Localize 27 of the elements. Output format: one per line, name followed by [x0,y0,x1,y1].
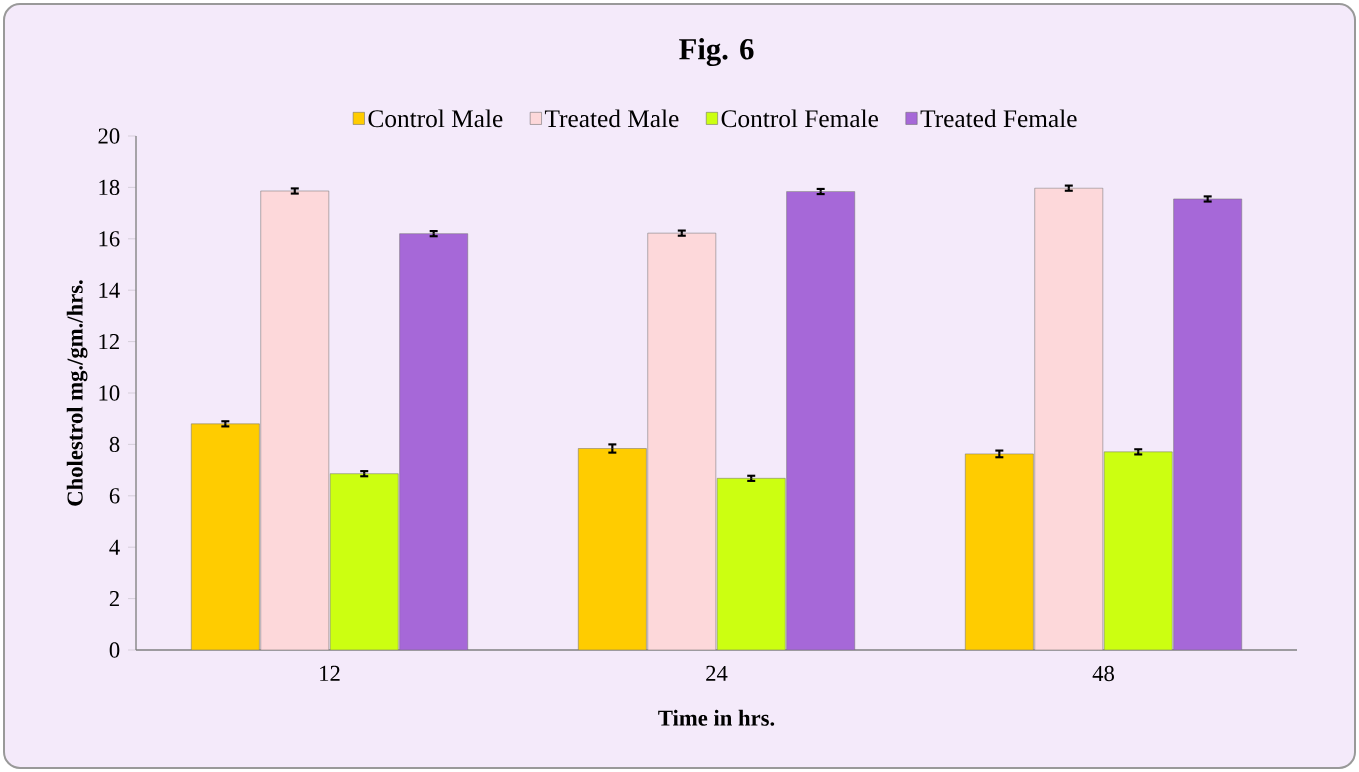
legend-label: Treated Male [544,109,679,128]
bar [1103,451,1173,650]
y-axis-title: Cholestrol mg./gm./hrs. [66,280,88,506]
x-tick-label: 12 [320,665,340,681]
y-tick-label: 4 [109,539,120,555]
y-tick-label: 12 [99,334,119,350]
y-tick-label: 8 [109,436,120,453]
y-tick-label: 16 [99,231,120,247]
x-tick-label: 48 [1092,665,1114,682]
bar [786,191,856,650]
legend-label: Control Female [721,109,878,128]
x-axis-title: Time in hrs. [658,709,775,726]
legend-label: Treated Female [920,109,1077,128]
y-tick-label: 14 [99,282,120,298]
y-tick-label: 0 [109,642,120,658]
bar [399,233,468,650]
y-tick-label: 18 [99,179,120,196]
y-tick-label: 10 [99,385,120,401]
bar [329,473,399,650]
x-tick-label: 24 [706,665,728,681]
y-tick-label: 6 [109,488,120,504]
bar [716,478,786,650]
y-tick-label: 20 [98,128,120,144]
legend-label: Control Male [368,109,503,128]
bar [1173,198,1243,650]
y-tick-label: 2 [109,591,119,607]
chart-title: Fig. 6 [679,37,754,67]
